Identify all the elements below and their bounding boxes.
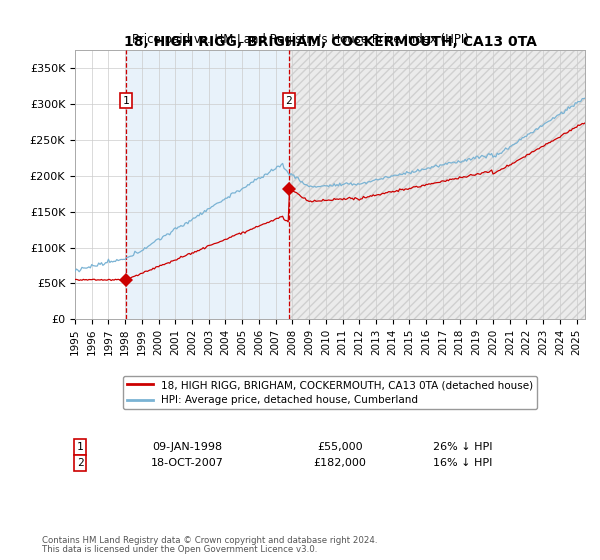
Text: 18-OCT-2007: 18-OCT-2007: [151, 458, 224, 468]
Text: £182,000: £182,000: [314, 458, 367, 468]
Text: 1: 1: [122, 96, 129, 106]
Text: £55,000: £55,000: [317, 442, 363, 452]
Text: 2: 2: [286, 96, 292, 106]
Text: This data is licensed under the Open Government Licence v3.0.: This data is licensed under the Open Gov…: [42, 545, 317, 554]
Legend: 18, HIGH RIGG, BRIGHAM, COCKERMOUTH, CA13 0TA (detached house), HPI: Average pri: 18, HIGH RIGG, BRIGHAM, COCKERMOUTH, CA1…: [122, 376, 538, 409]
Bar: [125, 50, 289, 319]
Text: 09-JAN-1998: 09-JAN-1998: [152, 442, 222, 452]
Text: 26% ↓ HPI: 26% ↓ HPI: [433, 442, 493, 452]
Text: Price paid vs. HM Land Registry's House Price Index (HPI): Price paid vs. HM Land Registry's House …: [131, 32, 469, 45]
Title: 18, HIGH RIGG, BRIGHAM, COCKERMOUTH, CA13 0TA: 18, HIGH RIGG, BRIGHAM, COCKERMOUTH, CA1…: [124, 35, 536, 49]
Text: 1: 1: [77, 442, 83, 452]
Text: Contains HM Land Registry data © Crown copyright and database right 2024.: Contains HM Land Registry data © Crown c…: [42, 536, 377, 545]
Bar: [289, 50, 600, 319]
Bar: [289, 50, 600, 319]
Text: 2: 2: [77, 458, 83, 468]
Text: 16% ↓ HPI: 16% ↓ HPI: [433, 458, 492, 468]
